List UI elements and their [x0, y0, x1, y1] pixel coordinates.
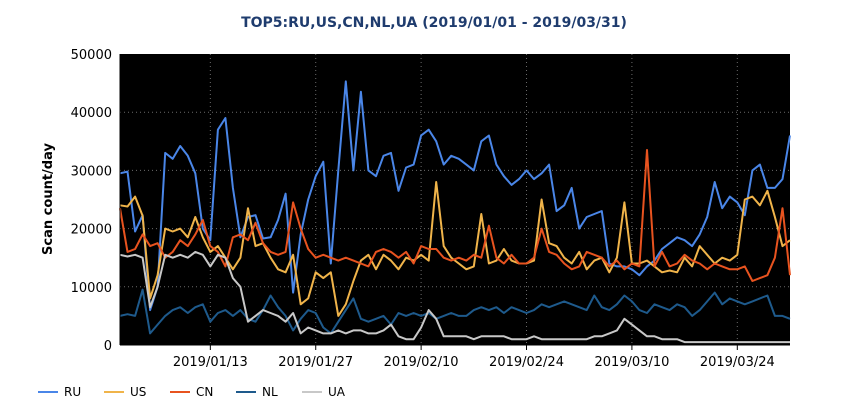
series-line-ru [119, 80, 791, 312]
y-tick-label: 30000 [71, 164, 112, 179]
x-tick-label: 2019/02/24 [489, 355, 564, 370]
series-group [119, 80, 791, 344]
chart-title: TOP5:RU,US,CN,NL,UA (2019/01/01 - 2019/0… [241, 15, 627, 31]
legend-item-cn: CN [170, 385, 213, 399]
x-tick-label: 2019/01/27 [278, 355, 353, 370]
x-tick-label: 2019/03/24 [700, 355, 775, 370]
x-tick-label: 2019/02/10 [384, 355, 459, 370]
legend-label: UA [328, 385, 346, 399]
y-tick-label: 0 [104, 339, 112, 354]
y-tick-label: 10000 [71, 281, 112, 296]
plot-area [120, 54, 790, 345]
series-line-nl [119, 288, 791, 335]
legend-label: US [130, 385, 146, 399]
legend-label: RU [64, 385, 81, 399]
y-tick-label: 50000 [71, 48, 112, 63]
y-tick-label: 20000 [71, 223, 112, 238]
grid [120, 54, 790, 345]
x-tick-label: 2019/03/10 [594, 355, 669, 370]
series-line-ua [119, 250, 790, 344]
axes: 0 10000 20000 30000 40000 50000 2019/01/13 2019… [71, 48, 790, 370]
legend-label: NL [262, 385, 278, 399]
x-tick-label: 2019/01/13 [173, 355, 248, 370]
y-tick-label: 40000 [71, 106, 112, 121]
legend-item-nl: NL [236, 385, 278, 399]
series-line-cn [119, 149, 791, 282]
legend-item-ru: RU [38, 385, 81, 399]
series-line-us [119, 181, 791, 317]
legend-item-ua: UA [302, 385, 346, 399]
legend-label: CN [196, 385, 213, 399]
y-axis-label: Scan count/day [41, 143, 56, 255]
legend-item-us: US [104, 385, 146, 399]
legend: RU US CN NL UA [38, 385, 346, 399]
